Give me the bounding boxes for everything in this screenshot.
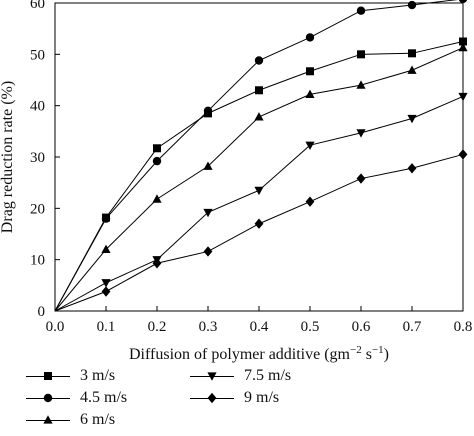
data-point bbox=[203, 161, 213, 170]
legend-marker bbox=[43, 415, 53, 424]
x-tick-label: 0.6 bbox=[352, 319, 371, 335]
x-axis-label-part: Diffusion of polymer additive (gm bbox=[129, 346, 351, 363]
legend-swatch bbox=[190, 369, 234, 383]
legend-swatch bbox=[26, 391, 70, 405]
data-point bbox=[152, 194, 162, 203]
legend-item: 4.5 m/s bbox=[26, 389, 127, 407]
legend-label: 9 m/s bbox=[244, 389, 280, 406]
series-line bbox=[54, 41, 464, 312]
data-point bbox=[254, 56, 264, 65]
data-point bbox=[203, 246, 213, 257]
legend-item: 7.5 m/s bbox=[190, 367, 291, 385]
x-tick-label: 0.1 bbox=[97, 319, 116, 335]
series-line bbox=[54, 0, 459, 312]
x-tick-label: 0.5 bbox=[301, 319, 320, 335]
x-tick-label: 0.2 bbox=[148, 319, 167, 335]
data-point bbox=[254, 218, 264, 229]
x-tick-label: 0.4 bbox=[250, 319, 269, 335]
plot-frame bbox=[54, 2, 464, 312]
legend-swatch bbox=[26, 369, 70, 383]
data-point bbox=[356, 6, 366, 15]
legend-item: 3 m/s bbox=[26, 367, 115, 385]
data-point bbox=[305, 196, 315, 207]
legend-marker bbox=[44, 372, 52, 380]
y-tick-label: 40 bbox=[30, 99, 45, 115]
legend-label: 4.5 m/s bbox=[80, 389, 128, 406]
x-tick-label: 0.7 bbox=[403, 319, 422, 335]
data-point bbox=[357, 50, 365, 59]
data-point bbox=[408, 49, 416, 58]
data-point bbox=[152, 156, 162, 166]
series-line bbox=[54, 153, 464, 312]
legend-marker-icon bbox=[43, 393, 53, 403]
legend-label: 3 m/s bbox=[80, 367, 116, 384]
data-point bbox=[356, 173, 366, 184]
legend-item: 6 m/s bbox=[26, 411, 115, 429]
y-tick-label: 10 bbox=[30, 253, 45, 269]
legend-swatch bbox=[190, 391, 234, 405]
series-6-m-s bbox=[54, 42, 468, 312]
y-tick-label: 30 bbox=[30, 150, 45, 166]
data-point bbox=[356, 129, 366, 138]
legend-item: 9 m/s bbox=[190, 389, 279, 407]
series-3-m-s bbox=[54, 37, 467, 312]
series-9-m-s bbox=[54, 149, 468, 312]
data-point bbox=[458, 149, 468, 160]
data-point bbox=[458, 42, 468, 52]
legend-marker-icon bbox=[207, 372, 217, 381]
y-tick-label: 20 bbox=[30, 201, 45, 217]
data-point bbox=[101, 214, 111, 223]
x-tick-label: 0.3 bbox=[199, 319, 218, 335]
legend-marker bbox=[207, 372, 217, 381]
x-axis-label: Diffusion of polymer additive (gm−2 s−1) bbox=[129, 344, 389, 363]
legend-label: 7.5 m/s bbox=[244, 367, 292, 384]
x-axis-label-part: −1 bbox=[372, 344, 384, 356]
data-point bbox=[203, 208, 213, 218]
data-point bbox=[305, 141, 315, 150]
data-point bbox=[255, 86, 263, 95]
y-tick-label: 60 bbox=[30, 0, 45, 12]
y-axis-label: Drag reduction rate (%) bbox=[0, 81, 16, 233]
legend-swatch bbox=[26, 413, 70, 427]
series-4-5-m-s bbox=[54, 0, 468, 312]
y-tick-label: 0 bbox=[38, 304, 46, 320]
x-tick-label: 0.8 bbox=[454, 319, 473, 335]
data-point bbox=[356, 80, 366, 89]
data-point bbox=[407, 114, 417, 124]
x-tick-label: 0.0 bbox=[46, 319, 65, 335]
x-axis-label-part: s bbox=[362, 346, 372, 363]
data-point bbox=[459, 37, 467, 46]
data-point bbox=[407, 65, 417, 74]
series-7-5-m-s bbox=[54, 92, 468, 312]
legend-marker-icon bbox=[207, 392, 217, 404]
legend-marker bbox=[207, 392, 217, 404]
data-point bbox=[254, 186, 264, 196]
data-point bbox=[305, 89, 315, 98]
x-axis-label-part: −2 bbox=[350, 344, 362, 356]
data-point bbox=[101, 244, 111, 253]
data-point bbox=[407, 0, 417, 10]
legend-label: 6 m/s bbox=[80, 411, 116, 428]
legend-marker-icon bbox=[43, 415, 53, 424]
data-point bbox=[101, 279, 111, 288]
data-point bbox=[306, 67, 314, 76]
legend-marker-icon bbox=[44, 372, 52, 380]
data-point bbox=[458, 0, 468, 4]
data-point bbox=[203, 106, 213, 116]
x-axis-label-part: ) bbox=[384, 346, 389, 363]
legend-marker bbox=[43, 393, 53, 403]
y-tick-label: 50 bbox=[30, 47, 45, 63]
data-point bbox=[407, 163, 417, 174]
data-point bbox=[152, 258, 162, 269]
data-point bbox=[458, 92, 468, 102]
data-point bbox=[101, 286, 111, 297]
data-point bbox=[305, 33, 315, 42]
data-point bbox=[254, 112, 264, 121]
data-point bbox=[153, 144, 161, 153]
